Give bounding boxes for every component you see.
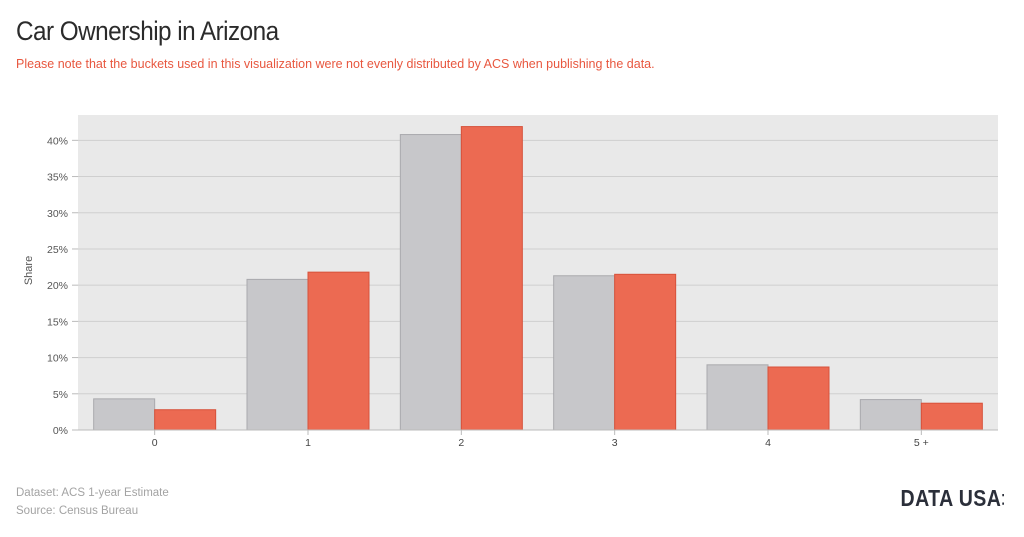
chart-subtitle: Please note that the buckets used in thi…	[16, 57, 655, 71]
source-label: Source: Census Bureau	[16, 505, 139, 517]
y-tick-label: 0%	[53, 425, 68, 437]
logo-dots-icon: ⁚	[1001, 491, 1006, 508]
y-tick-label: 35%	[47, 172, 68, 184]
x-tick-label: 3	[612, 437, 618, 449]
bar-series-2	[154, 409, 217, 431]
bar-series-1	[246, 278, 309, 431]
chart-title: Car Ownership in Arizona	[16, 16, 279, 46]
y-tick-label: 10%	[47, 353, 68, 365]
dataset-label: Dataset: ACS 1-year Estimate	[16, 487, 169, 499]
bar-series-2	[920, 402, 983, 431]
x-tick-label: 0	[152, 437, 158, 449]
bar-series-1	[706, 364, 769, 431]
y-tick-label: 30%	[47, 208, 68, 220]
bar-series-2	[767, 366, 830, 431]
bar-series-2	[307, 271, 370, 431]
x-tick-label: 4	[765, 437, 771, 449]
bar-series-1	[553, 275, 616, 431]
x-tick-label: 5 +	[914, 437, 929, 449]
plot-background	[78, 115, 998, 430]
bar-series-1	[93, 398, 156, 431]
bar-series-1	[399, 134, 462, 431]
bar-series-2	[460, 126, 523, 431]
x-tick-label: 1	[305, 437, 311, 449]
y-axis-label: Share	[23, 256, 35, 285]
data-usa-logo[interactable]: DATA USA⁚	[901, 485, 1006, 512]
y-tick-label: 15%	[47, 316, 68, 328]
y-tick-label: 25%	[47, 244, 68, 256]
x-tick-label: 2	[458, 437, 464, 449]
bar-series-1	[859, 399, 922, 431]
y-tick-label: 20%	[47, 280, 68, 292]
y-tick-label: 5%	[53, 389, 68, 401]
bar-series-2	[614, 273, 677, 431]
logo-text: DATA USA	[901, 485, 1002, 511]
y-tick-label: 40%	[47, 135, 68, 147]
